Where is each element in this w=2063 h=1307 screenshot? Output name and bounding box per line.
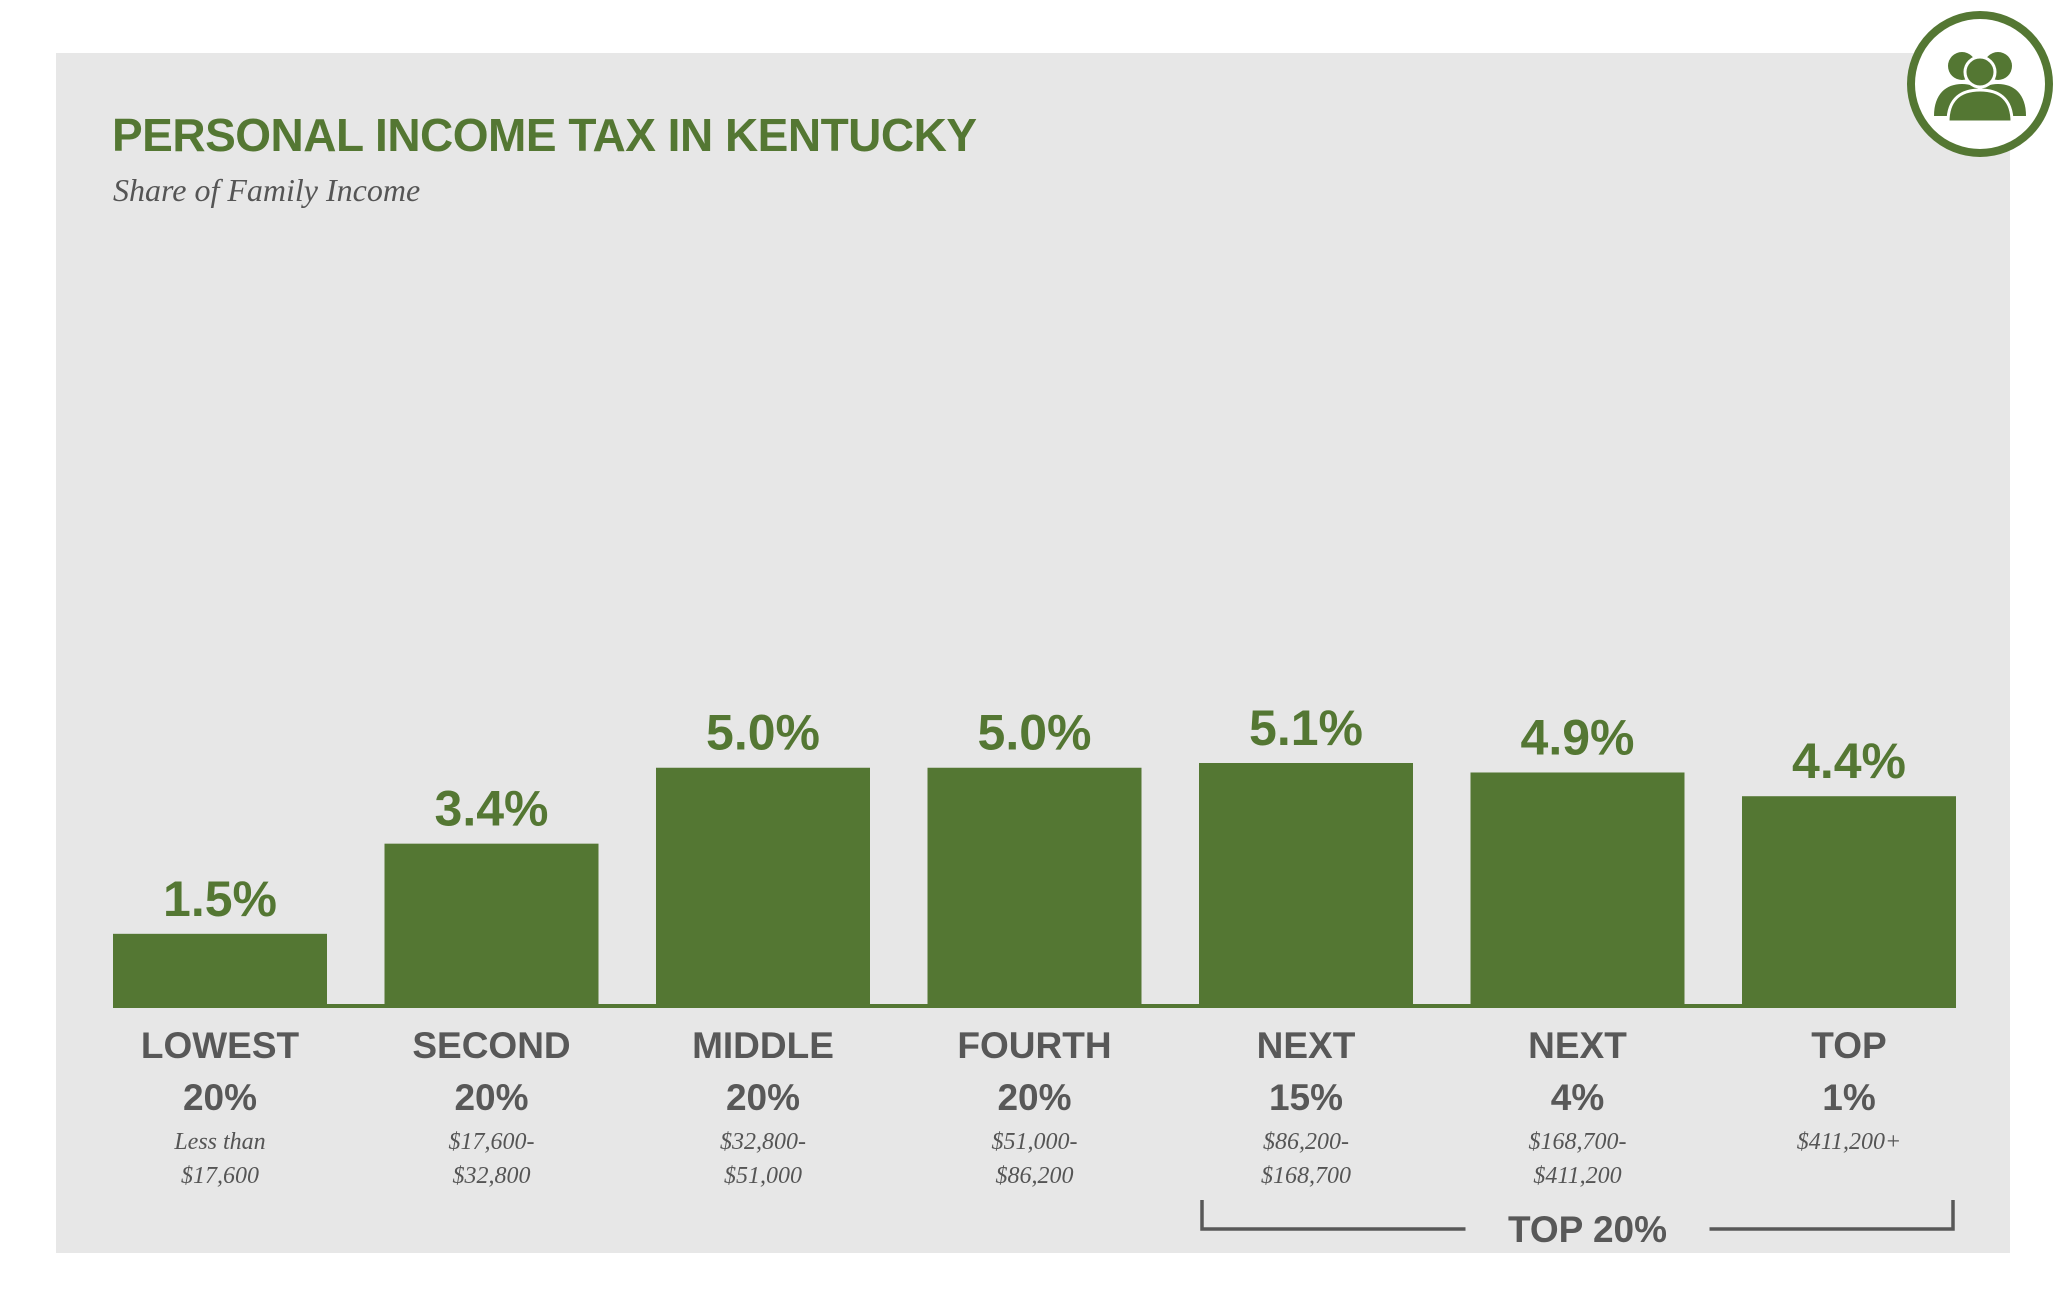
income-range-label: $411,200+ [1797,1129,1901,1155]
category-label: LOWEST [141,1025,300,1066]
category-label: FOURTH [957,1025,1111,1066]
bar [384,843,599,1005]
bar [1742,796,1956,1005]
bar-value-label: 4.9% [1521,709,1635,765]
bar [656,767,870,1005]
income-range-label: $17,600 [181,1163,259,1189]
bar-value-label: 1.5% [163,871,277,927]
income-range-label: $168,700 [1261,1163,1351,1189]
category-label: NEXT [1528,1025,1627,1066]
people-group-icon [1907,11,2053,157]
category-share-label: 20% [997,1077,1071,1118]
income-range-label: $51,000 [724,1163,802,1189]
income-range-label: $411,200 [1533,1163,1621,1189]
bar-value-label: 5.0% [978,705,1092,761]
income-range-label: $168,700- [1529,1129,1627,1155]
chart-panel [56,53,2010,1253]
category-label: SECOND [412,1025,570,1066]
bar-value-label: 4.4% [1792,733,1906,789]
category-label: NEXT [1257,1025,1356,1066]
category-label: MIDDLE [692,1025,834,1066]
income-range-label: $32,800- [720,1129,806,1155]
bar-value-label: 5.0% [706,705,820,761]
income-range-label: $86,200- [1263,1129,1349,1155]
chart-title: PERSONAL INCOME TAX IN KENTUCKY [112,109,977,161]
category-share-label: 1% [1822,1077,1875,1118]
income-range-label: $32,800 [453,1163,531,1189]
bar-value-label: 3.4% [435,781,549,837]
top-20-bracket [1200,1200,1955,1231]
category-share-label: 20% [183,1077,257,1118]
bar [113,933,327,1005]
category-share-label: 20% [726,1077,800,1118]
chart-subtitle: Share of Family Income [113,172,421,208]
bar [1199,763,1413,1005]
income-range-label: $51,000- [992,1129,1078,1155]
income-range-label: $86,200 [996,1163,1074,1189]
income-range-label: $17,600- [449,1129,535,1155]
category-share-label: 15% [1269,1077,1343,1118]
bracket-label: TOP 20% [1508,1209,1667,1250]
bar-value-label: 5.1% [1249,700,1363,756]
bar [1470,772,1685,1005]
category-share-label: 4% [1551,1077,1604,1118]
category-label: TOP [1811,1025,1886,1066]
category-share-label: 20% [454,1077,528,1118]
income-range-label: Less than [173,1129,265,1155]
bar [927,767,1142,1005]
